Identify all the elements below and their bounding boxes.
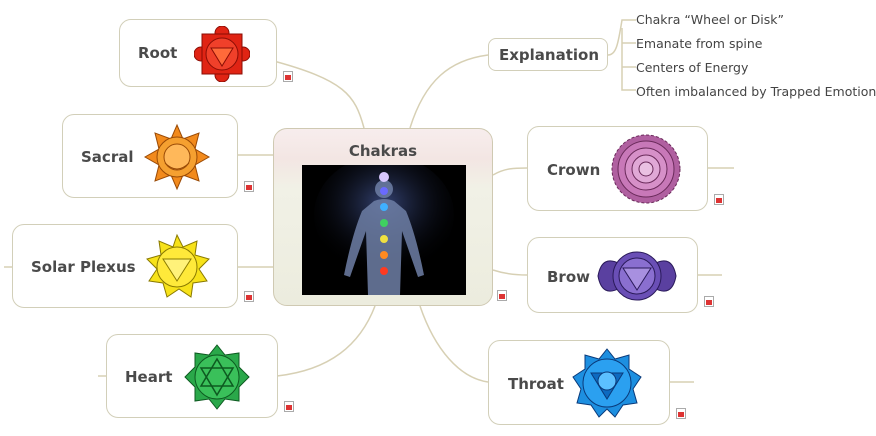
sacral-label: Sacral — [81, 148, 134, 166]
root-chakra-icon — [194, 26, 250, 82]
throat-node[interactable]: Throat — [488, 340, 670, 425]
link-throat — [419, 305, 489, 383]
root-label: Root — [138, 44, 178, 62]
solar-plexus-chakra-icon — [146, 233, 210, 298]
note-icon[interactable] — [704, 296, 714, 307]
heart-label: Heart — [125, 368, 173, 386]
explanation-label: Explanation — [499, 46, 600, 64]
root-node[interactable]: Root — [119, 19, 277, 87]
throat-chakra-icon — [572, 348, 642, 418]
explanation-item: Centers of Energy — [636, 60, 749, 75]
solar-plexus-label: Solar Plexus — [31, 258, 136, 276]
note-icon[interactable] — [676, 408, 686, 419]
note-icon[interactable] — [714, 194, 724, 205]
heart-node[interactable]: Heart — [106, 334, 278, 418]
explanation-item: Often imbalanced by Trapped Emotions — [636, 84, 876, 99]
center-title: Chakras — [348, 142, 418, 160]
sacral-chakra-icon — [143, 123, 211, 191]
crown-node[interactable]: Crown — [527, 126, 708, 211]
link-crown — [492, 167, 528, 176]
note-icon[interactable] — [497, 290, 507, 301]
explanation-node[interactable]: Explanation — [488, 38, 608, 71]
explanation-item: Emanate from spine — [636, 36, 763, 51]
brow-chakra-icon — [597, 251, 677, 301]
link-exp-1 — [607, 19, 636, 56]
throat-label: Throat — [508, 375, 564, 393]
explanation-item: Chakra “Wheel or Disk” — [636, 12, 784, 27]
note-icon[interactable] — [283, 71, 293, 82]
chakra-body-image — [302, 155, 466, 295]
note-icon[interactable] — [244, 291, 254, 302]
note-icon[interactable] — [284, 401, 294, 412]
brow-label: Brow — [547, 268, 590, 286]
sacral-node[interactable]: Sacral — [62, 114, 238, 198]
link-brow — [492, 269, 528, 276]
crown-label: Crown — [547, 161, 601, 179]
link-root — [269, 59, 365, 129]
center-node-chakras[interactable]: Chakras — [273, 128, 493, 306]
link-heart — [276, 305, 376, 377]
brow-node[interactable]: Brow — [527, 237, 698, 313]
solar-plexus-node[interactable]: Solar Plexus — [12, 224, 238, 308]
link-exp-trunk — [621, 28, 636, 91]
heart-chakra-icon — [184, 344, 250, 410]
link-explanation — [409, 54, 489, 129]
crown-chakra-icon — [611, 134, 681, 204]
note-icon[interactable] — [244, 181, 254, 192]
